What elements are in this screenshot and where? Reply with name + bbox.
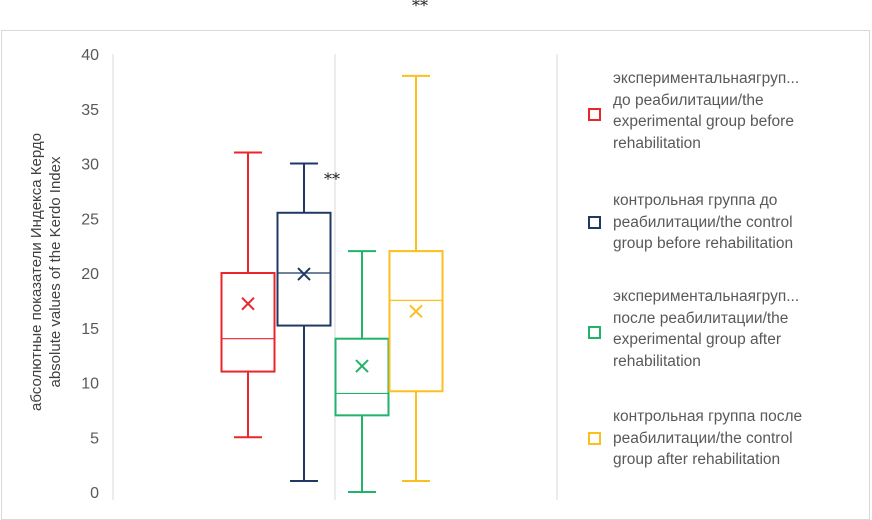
y-tick-label: 10 [81, 376, 99, 393]
legend-text-line: group after rehabilitation [613, 451, 781, 468]
box-series-4 [388, 74, 444, 483]
mean-marker [241, 296, 255, 311]
legend-text-line: контрольная группа после [613, 408, 803, 425]
legend-text-line: экспериментальнаягруп... [613, 288, 800, 305]
legend-text-line: реабилитации/the control [613, 429, 793, 447]
legend-label-exp-before: экспериментальнаягруп... до реабилитации… [613, 68, 858, 154]
legend-text-line: experimental group after [613, 331, 782, 348]
significance-annotation: ** [324, 169, 340, 188]
legend-swatch-ctrl-before [588, 216, 601, 229]
y-tick-label: 25 [81, 211, 99, 228]
mean-marker [355, 359, 369, 373]
mean-marker [297, 267, 311, 281]
box-series-3 [334, 250, 390, 493]
iqr-box [220, 272, 276, 373]
legend-text-line: experimental group before [613, 113, 794, 130]
legend-text-line: rehabilitation [613, 352, 701, 370]
box-series-1 [220, 151, 276, 439]
legend-text-line: экспериментальнаягруп... [613, 70, 800, 87]
legend-swatch-ctrl-after [588, 432, 601, 445]
legend-swatch-exp-after [588, 326, 601, 339]
legend-text-line: реабилитации/the control [613, 213, 793, 231]
y-tick-label: 40 [81, 47, 99, 64]
legend-text-line: до реабилитации/the [613, 91, 764, 109]
iqr-box [334, 337, 390, 417]
y-tick-label: 35 [81, 102, 99, 119]
y-tick-label: 5 [90, 430, 99, 447]
legend-text-line: после реабилитации/the [613, 309, 789, 327]
legend-text-line: контрольная группа до [613, 192, 778, 209]
y-tick-label: 30 [81, 157, 99, 174]
legend-swatch-exp-before [588, 108, 601, 121]
box-series-2 [276, 162, 332, 483]
legend-label-ctrl-after: контрольная группа после реабилитации/th… [613, 406, 858, 471]
legend-label-ctrl-before: контрольная группа до реабилитации/the c… [613, 190, 858, 255]
y-tick-label: 15 [81, 321, 99, 338]
mean-marker [409, 304, 423, 319]
iqr-box [388, 250, 444, 393]
top-significance-annotation: ** [412, 0, 428, 15]
legend-text-line: rehabilitation [613, 134, 701, 152]
legend-label-exp-after: экспериментальнаягруп... после реабилита… [613, 286, 858, 372]
iqr-box [276, 211, 332, 327]
y-tick-label: 20 [81, 266, 99, 283]
y-tick-label: 0 [90, 485, 99, 502]
legend-text-line: group before rehabilitation [613, 235, 794, 252]
